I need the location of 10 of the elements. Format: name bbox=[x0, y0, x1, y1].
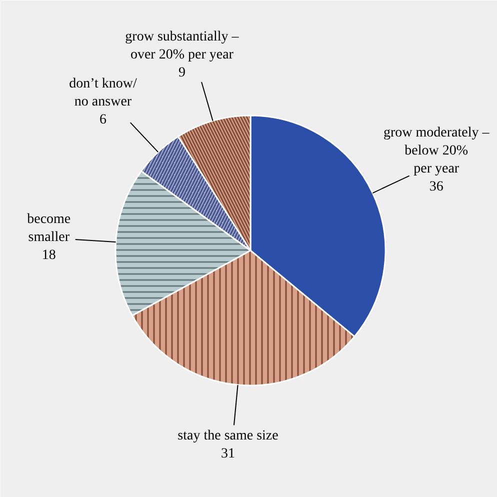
slice-label: grow substantially – over 20% per year bbox=[125, 29, 240, 62]
data-label: 6 bbox=[100, 112, 107, 128]
data-label: 9 bbox=[178, 65, 186, 80]
slice-label: grow moderately – below 20% per year bbox=[384, 126, 490, 177]
data-label: 18 bbox=[42, 248, 56, 264]
data-label: 36 bbox=[429, 180, 444, 195]
slice-label: become smaller bbox=[27, 212, 71, 246]
slice-label: don’t know/ no answer bbox=[69, 76, 138, 110]
data-label: 31 bbox=[221, 446, 236, 462]
slice-label: stay the same size bbox=[178, 428, 278, 444]
